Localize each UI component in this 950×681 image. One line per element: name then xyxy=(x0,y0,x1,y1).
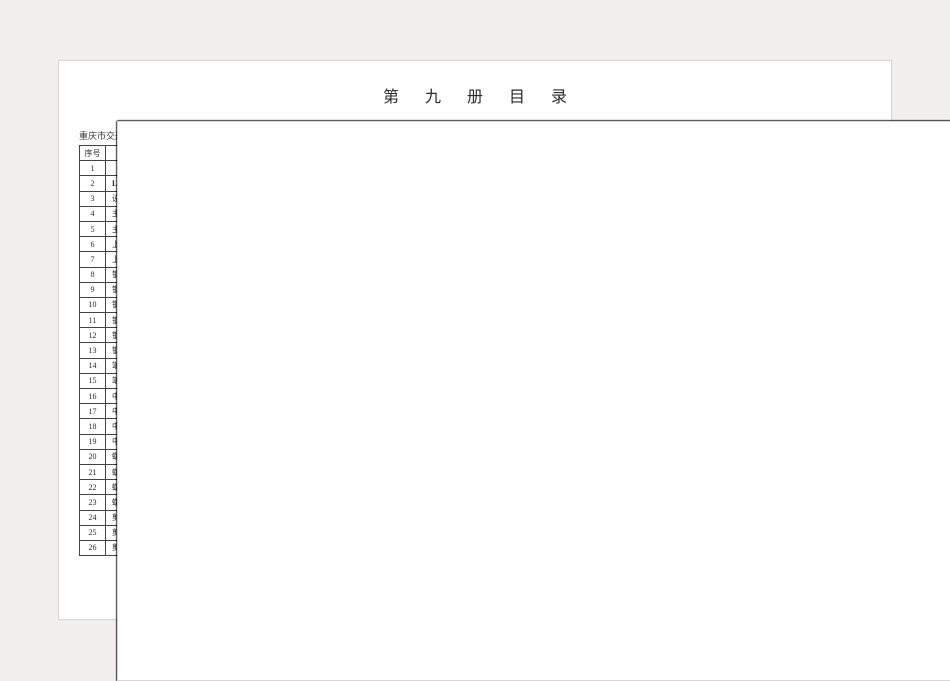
cell-no: 12 xyxy=(80,328,106,343)
cell-no: 19 xyxy=(80,434,106,449)
cell-no: 15 xyxy=(80,373,106,388)
page-title: 第九册目录 xyxy=(59,61,891,107)
cell-no: 14 xyxy=(80,358,106,373)
cell-no: 24 xyxy=(80,510,106,525)
toc-table-right: 序号 图表名称 图表号 页数 备注 27PC桥面板总体布置（一）SCNB-C-5… xyxy=(485,145,875,556)
cell-no: 23 xyxy=(80,495,106,510)
cell-page xyxy=(117,121,950,681)
cell-no: 22 xyxy=(80,480,106,495)
cell-no: 26 xyxy=(80,540,106,555)
cell-no: 13 xyxy=(80,343,106,358)
cell-no: 17 xyxy=(80,404,106,419)
cell-no: 10 xyxy=(80,297,106,312)
cell-no: 20 xyxy=(80,449,106,464)
cell-no: 5 xyxy=(80,221,106,236)
cell-no: 18 xyxy=(80,419,106,434)
tables-container: 序号 图表名称 图表号 页数 备注 1中小跨径钢箱组合梁桥上部构造（适用25.5… xyxy=(59,145,891,556)
cell-no: 4 xyxy=(80,206,106,221)
cell-no: 7 xyxy=(80,252,106,267)
cell-no: 16 xyxy=(80,389,106,404)
cell-no: 8 xyxy=(80,267,106,282)
cell-no: 6 xyxy=(80,237,106,252)
document-page: 第九册目录 重庆市交通行业设计标准 中小跨径钢箱组合梁桥通用图 第 1 页 共 … xyxy=(58,60,892,620)
cell-no: 21 xyxy=(80,464,106,479)
table-row: 52施工步骤示意SCNB-C-50-C-50 xyxy=(486,540,875,555)
cell-no: 1 xyxy=(80,161,106,176)
cell-no: 11 xyxy=(80,313,106,328)
cell-no: 2 xyxy=(80,176,106,191)
cell-no: 9 xyxy=(80,282,106,297)
col-no: 序号 xyxy=(80,146,106,161)
cell-no: 3 xyxy=(80,191,106,206)
cell-no: 25 xyxy=(80,525,106,540)
